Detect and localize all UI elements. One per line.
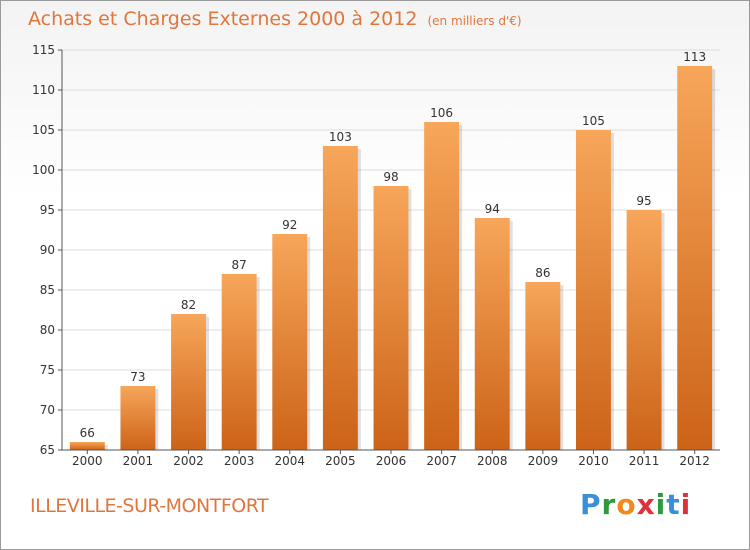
value-label: 73 <box>130 370 145 384</box>
value-label: 94 <box>485 202 500 216</box>
chart-unit: (en milliers d'€) <box>427 14 522 28</box>
value-label: 98 <box>383 170 398 184</box>
logo-letter: i <box>655 488 667 521</box>
x-tick-label: 2002 <box>173 454 204 468</box>
y-tick-label: 75 <box>40 363 55 377</box>
x-tick-label: 2008 <box>477 454 508 468</box>
bars-layer <box>69 66 716 450</box>
bar-2011 <box>626 210 662 450</box>
bar-2007 <box>424 122 460 450</box>
value-label: 92 <box>282 218 297 232</box>
axis-layer: 65 70 75 80 85 90 95 100 105 110 115 <box>32 43 720 457</box>
logo-letter: t <box>666 488 681 521</box>
proxiti-logo: Proxiti <box>580 488 691 521</box>
x-tick-label: 2007 <box>426 454 457 468</box>
bar-2012 <box>677 66 713 450</box>
bar-2003 <box>221 274 257 450</box>
logo-letter: o <box>616 488 637 521</box>
bar-2010 <box>575 130 611 450</box>
value-label: 95 <box>636 194 651 208</box>
bar-2000 <box>69 442 105 450</box>
logo-letter: P <box>580 488 602 521</box>
y-tick-label: 110 <box>32 83 55 97</box>
value-label: 66 <box>80 426 95 440</box>
y-tick-label: 95 <box>40 203 55 217</box>
logo-letter: r <box>601 488 617 521</box>
y-tick-label: 115 <box>32 43 55 57</box>
commune-name: ILLEVILLE-SUR-MONTFORT <box>30 495 269 517</box>
bar-2006 <box>373 186 409 450</box>
bar-2009 <box>525 282 561 450</box>
logo-letter: i <box>680 488 692 521</box>
x-tick-label: 2006 <box>376 454 407 468</box>
x-tick-label: 2003 <box>224 454 255 468</box>
bar-2004 <box>272 234 308 450</box>
x-tick-label: 2000 <box>72 454 103 468</box>
y-tick-label: 80 <box>40 323 55 337</box>
logo-letter: x <box>636 488 656 521</box>
value-label: 87 <box>232 258 247 272</box>
x-tick-label: 2012 <box>679 454 710 468</box>
bar-2001 <box>120 386 156 450</box>
y-tick-label: 105 <box>32 123 55 137</box>
x-tick-label: 2011 <box>629 454 660 468</box>
value-label: 86 <box>535 266 550 280</box>
bar-2005 <box>322 146 358 450</box>
chart-title: Achats et Charges Externes 2000 à 2012 (e… <box>28 8 522 30</box>
chart-title-text: Achats et Charges Externes 2000 à 2012 <box>28 8 418 30</box>
y-tick-label: 100 <box>32 163 55 177</box>
y-tick-label: 70 <box>40 403 55 417</box>
bar-2002 <box>171 314 207 450</box>
value-label: 103 <box>329 130 352 144</box>
x-tick-label: 2010 <box>578 454 609 468</box>
value-label: 113 <box>683 50 706 64</box>
labels-layer: 66 2000 73 2001 82 2002 87 2003 92 2004 103 2005 98 2… <box>72 50 710 468</box>
value-label: 82 <box>181 298 196 312</box>
x-tick-label: 2004 <box>274 454 305 468</box>
value-label: 105 <box>582 114 605 128</box>
y-tick-label: 65 <box>40 443 55 457</box>
x-tick-label: 2009 <box>528 454 559 468</box>
x-tick-label: 2001 <box>123 454 154 468</box>
bar-2008 <box>474 218 510 450</box>
y-tick-label: 85 <box>40 283 55 297</box>
value-label: 106 <box>430 106 453 120</box>
x-tick-label: 2005 <box>325 454 356 468</box>
y-tick-label: 90 <box>40 243 55 257</box>
